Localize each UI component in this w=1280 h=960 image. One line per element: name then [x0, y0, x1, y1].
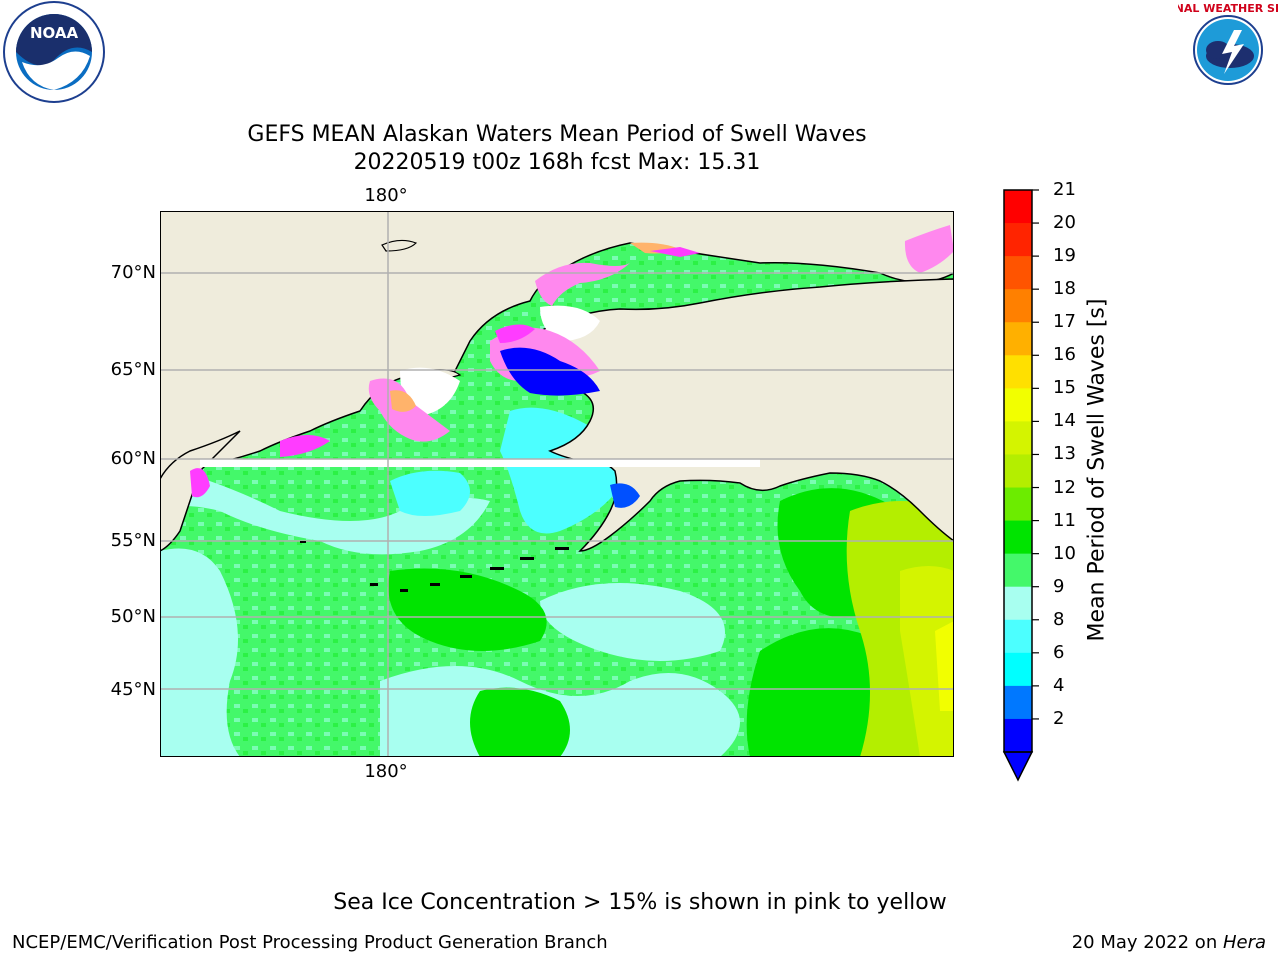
map-panel	[160, 211, 954, 757]
colorbar-label: Mean Period of Swell Waves [s]	[1084, 298, 1110, 642]
lat-label-45n: 45°N	[110, 679, 156, 700]
colorbar	[1002, 189, 1039, 782]
colorbar-tick-label: 19	[1053, 245, 1076, 267]
colorbar-swatch	[1004, 718, 1032, 753]
colorbar-swatch	[1004, 586, 1032, 621]
colorbar-swatch	[1004, 520, 1032, 555]
sea-ice-note: Sea Ice Concentration > 15% is shown in …	[333, 890, 947, 915]
colorbar-swatch	[1004, 421, 1032, 455]
colorbar-swatch	[1004, 322, 1032, 356]
colorbar-tick-label: 4	[1053, 674, 1065, 696]
colorbar-swatch	[1004, 652, 1032, 687]
colorbar-tick-label: 12	[1053, 476, 1076, 498]
land-wrangel-island	[381, 239, 418, 252]
svg-text:NATIONAL WEATHER SERVICE: NATIONAL WEATHER SERVICE	[1178, 2, 1278, 15]
colorbar-swatch	[1004, 487, 1032, 522]
lat-label-55n: 55°N	[110, 530, 156, 551]
colorbar-swatch	[1004, 619, 1032, 654]
colorbar-swatch	[1004, 388, 1032, 422]
footer-date: 20 May 2022 on Hera	[1071, 932, 1266, 953]
colorbar-tick-label: 8	[1053, 608, 1065, 630]
colorbar-tick-label: 15	[1053, 377, 1076, 399]
colorbar-tick-label: 20	[1053, 212, 1076, 234]
colorbar-tick-label: 9	[1053, 575, 1065, 597]
colorbar-tick-label: 14	[1053, 410, 1076, 432]
colorbar-swatch	[1004, 289, 1032, 323]
chart-subtitle: 20220519 t00z 168h fcst Max: 15.31	[353, 150, 761, 175]
colorbar-tick-label: 17	[1053, 311, 1076, 333]
colorbar-extend-arrow	[1002, 751, 1034, 782]
colorbar-swatch	[1004, 553, 1032, 588]
land-alaska	[538, 278, 954, 552]
noaa-logo: NOAA	[3, 1, 105, 103]
colorbar-swatch	[1004, 223, 1032, 257]
aleutian-islands	[300, 541, 569, 592]
colorbar-tick-label: 18	[1053, 278, 1076, 300]
land-kamchatka	[160, 430, 241, 552]
colorbar-tick-label: 6	[1053, 641, 1065, 663]
swell-region-2-4s-bristol	[610, 483, 640, 508]
lat-label-60n: 60°N	[110, 448, 156, 469]
colorbar-tick-label: 11	[1053, 509, 1076, 531]
footer-host: Hera	[1222, 932, 1266, 953]
nws-logo: NATIONAL WEATHER SERVICE	[1178, 2, 1278, 97]
footer-credit: NCEP/EMC/Verification Post Processing Pr…	[12, 932, 608, 953]
colorbar-swatch	[1004, 355, 1032, 389]
colorbar-tick-label: 21	[1053, 179, 1076, 200]
swell-region-8-9s-west	[160, 548, 240, 757]
noaa-logo-text: NOAA	[30, 24, 79, 42]
lat-label-70n: 70°N	[110, 262, 156, 283]
lat-label-50n: 50°N	[110, 606, 156, 627]
lat-label-65n: 65°N	[110, 359, 156, 380]
colorbar-tick-label: 2	[1053, 707, 1065, 729]
colorbar-swatch	[1004, 190, 1032, 224]
colorbar-tick-label: 13	[1053, 443, 1076, 465]
swell-region-2-4s-norton	[500, 347, 600, 396]
colorbar-swatch	[1004, 685, 1032, 720]
land-chukotka-siberia	[160, 211, 954, 480]
lon-label-bottom-180: 180°	[364, 761, 408, 782]
chart-title: GEFS MEAN Alaskan Waters Mean Period of …	[247, 122, 867, 147]
colorbar-swatch	[1004, 454, 1032, 489]
colorbar-swatch	[1004, 256, 1032, 290]
swell-region-10-11s	[388, 568, 547, 651]
colorbar-tick-label: 16	[1053, 344, 1076, 366]
lon-label-top-180: 180°	[364, 185, 408, 206]
colorbar-tick-label: 10	[1053, 542, 1076, 564]
graticule	[160, 211, 954, 757]
